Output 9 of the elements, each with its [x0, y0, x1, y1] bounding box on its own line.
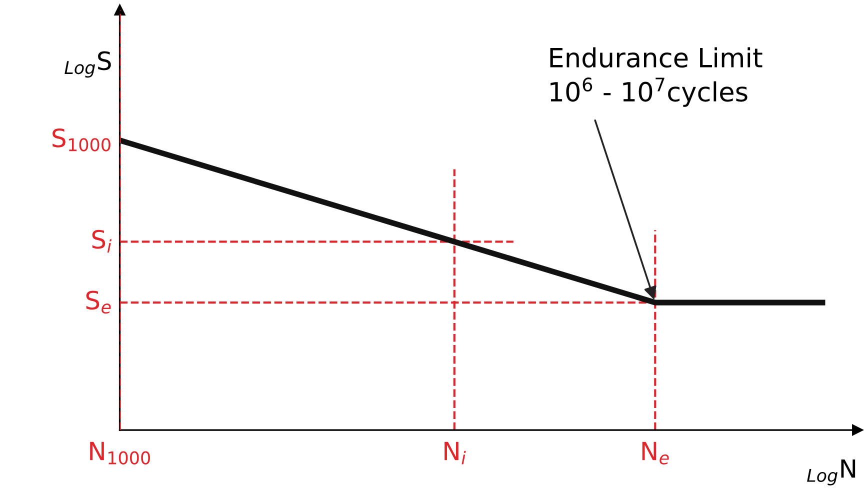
x-tick-label: N$_{i}$ — [444, 442, 466, 464]
x-axis-title: $_{Log}$N — [807, 459, 856, 486]
x-tick-label: N$_{1000}$ — [90, 442, 150, 464]
annotation: S$_{1000}$ — [52, 128, 110, 152]
x-tick-label: N$_{e}$ — [642, 442, 669, 464]
ref-line-label: S$_{e}$ — [86, 290, 111, 314]
ref-line-label: S$_{i}$ — [92, 230, 112, 253]
y-axis-title: $_{Log}$S — [64, 51, 111, 78]
text: Endurance Limit 10$^{6}$ - 10$^{7}$cycles — [550, 47, 762, 107]
